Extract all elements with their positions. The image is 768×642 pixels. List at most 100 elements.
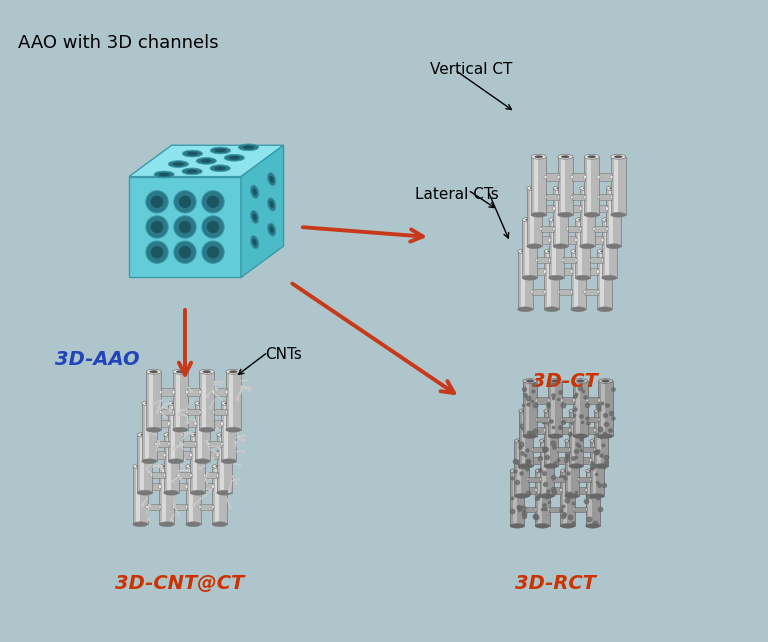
Polygon shape — [523, 381, 537, 436]
Polygon shape — [574, 507, 586, 512]
Ellipse shape — [168, 401, 184, 406]
Polygon shape — [568, 226, 581, 232]
Text: Vertical CT: Vertical CT — [430, 62, 512, 77]
Polygon shape — [597, 411, 601, 466]
Ellipse shape — [253, 239, 257, 246]
Polygon shape — [583, 427, 595, 434]
Ellipse shape — [569, 464, 583, 469]
Polygon shape — [541, 205, 554, 213]
Circle shape — [202, 216, 224, 238]
Ellipse shape — [579, 207, 582, 211]
Polygon shape — [568, 441, 571, 496]
Polygon shape — [574, 487, 586, 494]
Ellipse shape — [194, 422, 197, 426]
Ellipse shape — [510, 469, 525, 473]
Ellipse shape — [210, 147, 230, 154]
Polygon shape — [226, 372, 240, 429]
Ellipse shape — [220, 433, 228, 436]
Ellipse shape — [594, 448, 596, 451]
Polygon shape — [558, 427, 570, 434]
Ellipse shape — [577, 458, 580, 462]
Polygon shape — [578, 456, 591, 464]
Polygon shape — [212, 466, 227, 525]
Ellipse shape — [535, 238, 538, 242]
Ellipse shape — [584, 196, 586, 199]
Text: 3D-CT: 3D-CT — [532, 372, 598, 391]
Ellipse shape — [568, 428, 571, 432]
Ellipse shape — [145, 485, 148, 489]
Ellipse shape — [571, 196, 573, 199]
Ellipse shape — [177, 474, 179, 477]
Ellipse shape — [164, 490, 179, 495]
Polygon shape — [526, 381, 529, 436]
Ellipse shape — [561, 469, 574, 473]
Ellipse shape — [573, 489, 575, 492]
Ellipse shape — [566, 227, 568, 230]
Ellipse shape — [182, 150, 203, 157]
Polygon shape — [585, 289, 598, 295]
Ellipse shape — [588, 238, 591, 242]
Ellipse shape — [594, 464, 608, 469]
Ellipse shape — [583, 187, 591, 189]
Ellipse shape — [602, 217, 617, 222]
Ellipse shape — [203, 453, 206, 457]
Ellipse shape — [549, 275, 564, 280]
Ellipse shape — [136, 465, 144, 467]
Ellipse shape — [522, 489, 525, 492]
Polygon shape — [590, 257, 603, 263]
Ellipse shape — [531, 428, 534, 432]
Polygon shape — [200, 483, 213, 490]
Circle shape — [202, 191, 224, 213]
Ellipse shape — [589, 469, 597, 472]
Ellipse shape — [560, 399, 563, 402]
Polygon shape — [199, 372, 214, 429]
Polygon shape — [183, 441, 196, 447]
Polygon shape — [176, 372, 180, 429]
Polygon shape — [549, 507, 561, 512]
Circle shape — [179, 221, 191, 233]
Ellipse shape — [146, 428, 161, 432]
Ellipse shape — [229, 370, 237, 373]
Ellipse shape — [605, 218, 614, 221]
Ellipse shape — [548, 489, 550, 492]
Ellipse shape — [568, 448, 571, 451]
Ellipse shape — [548, 250, 556, 252]
Ellipse shape — [585, 508, 588, 511]
Ellipse shape — [578, 218, 587, 221]
Polygon shape — [571, 251, 586, 309]
Ellipse shape — [253, 213, 257, 220]
Ellipse shape — [182, 168, 202, 175]
Ellipse shape — [540, 227, 542, 230]
Polygon shape — [548, 251, 551, 309]
Ellipse shape — [592, 207, 595, 211]
Ellipse shape — [214, 166, 226, 170]
Polygon shape — [575, 220, 591, 278]
Ellipse shape — [544, 175, 547, 179]
Polygon shape — [530, 188, 534, 247]
Ellipse shape — [547, 410, 555, 412]
Ellipse shape — [589, 458, 592, 462]
Polygon shape — [147, 483, 160, 490]
Polygon shape — [528, 476, 540, 482]
Ellipse shape — [190, 490, 205, 495]
Polygon shape — [532, 427, 545, 434]
Ellipse shape — [212, 505, 214, 508]
Ellipse shape — [588, 155, 596, 158]
Ellipse shape — [549, 217, 564, 222]
Ellipse shape — [238, 144, 259, 151]
Ellipse shape — [562, 259, 564, 262]
Ellipse shape — [154, 171, 174, 178]
Ellipse shape — [168, 160, 188, 168]
Ellipse shape — [267, 173, 276, 186]
Polygon shape — [572, 195, 585, 200]
Polygon shape — [594, 205, 607, 213]
Ellipse shape — [598, 410, 605, 412]
Ellipse shape — [527, 478, 529, 481]
Ellipse shape — [601, 380, 610, 382]
Polygon shape — [178, 473, 191, 478]
Ellipse shape — [159, 522, 174, 526]
Ellipse shape — [168, 459, 184, 464]
Ellipse shape — [250, 185, 259, 198]
Polygon shape — [220, 435, 223, 493]
Polygon shape — [183, 420, 196, 428]
